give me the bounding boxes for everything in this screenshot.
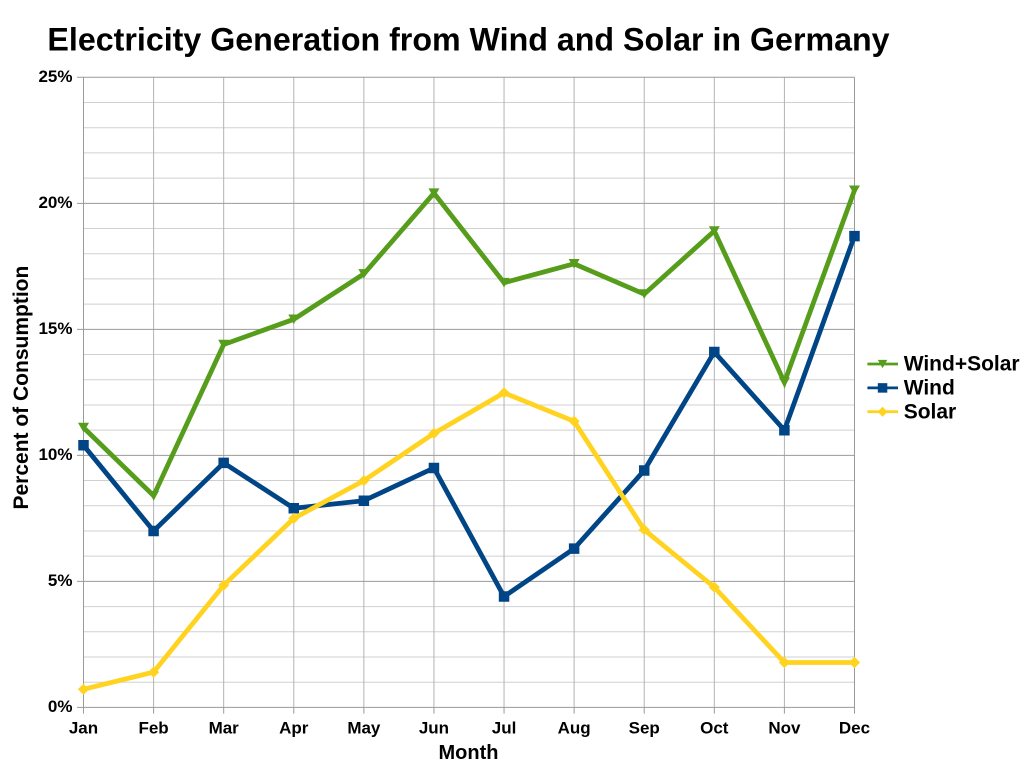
svg-text:5%: 5%	[48, 571, 73, 590]
svg-text:Month: Month	[439, 742, 499, 764]
svg-text:Sep: Sep	[629, 718, 660, 737]
svg-text:Wind: Wind	[904, 377, 955, 400]
svg-text:Percent of Consumption: Percent of Consumption	[10, 266, 33, 510]
svg-text:20%: 20%	[38, 193, 72, 212]
svg-text:Nov: Nov	[768, 718, 801, 737]
svg-text:May: May	[347, 718, 381, 737]
svg-text:15%: 15%	[38, 319, 72, 338]
svg-text:Jun: Jun	[419, 718, 449, 737]
svg-text:Wind+Solar: Wind+Solar	[904, 353, 1020, 376]
svg-text:Jul: Jul	[492, 718, 517, 737]
svg-text:10%: 10%	[38, 445, 72, 464]
svg-text:Mar: Mar	[209, 718, 240, 737]
svg-text:Oct: Oct	[700, 718, 729, 737]
svg-text:Dec: Dec	[839, 718, 870, 737]
svg-text:25%: 25%	[38, 67, 72, 86]
svg-text:Apr: Apr	[279, 718, 309, 737]
svg-text:Feb: Feb	[138, 718, 168, 737]
svg-text:Aug: Aug	[558, 718, 591, 737]
svg-text:0%: 0%	[48, 697, 73, 716]
svg-text:Solar: Solar	[904, 400, 957, 423]
svg-text:Jan: Jan	[69, 718, 98, 737]
svg-text:Electricity Generation from Wi: Electricity Generation from Wind and Sol…	[47, 22, 889, 58]
